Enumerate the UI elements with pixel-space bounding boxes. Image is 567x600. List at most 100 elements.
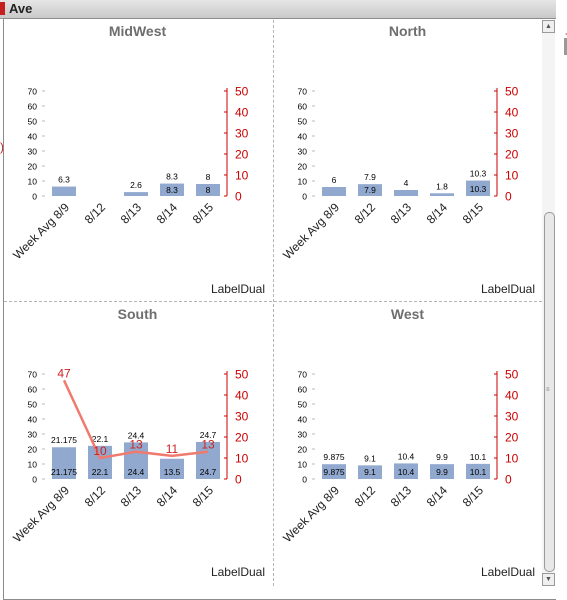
y-tick-label: 10	[298, 177, 308, 187]
x-tick-label: 8/13	[118, 200, 145, 227]
bar-value-label: 24.4	[128, 430, 145, 440]
bar-value-label: 6	[332, 175, 337, 185]
y-tick-label: 70	[298, 87, 308, 97]
bar	[466, 463, 490, 479]
window-titlebar[interactable]: Ave	[0, 0, 567, 19]
bar-value-label: 9.1	[364, 453, 376, 463]
x-tick-label: 8/15	[460, 483, 487, 510]
x-tick-label: 8/12	[352, 483, 379, 510]
bar	[124, 442, 148, 479]
bar-value-label: 10.4	[398, 451, 415, 461]
chart-title: West	[390, 306, 425, 322]
bar-inner-label: 10.1	[470, 467, 487, 477]
x-tick-label: Week Avg 8/9	[280, 483, 342, 545]
bar-inner-label: 9.875	[323, 467, 345, 477]
x-tick-label: Week Avg 8/9	[10, 200, 72, 262]
bar-value-label: 21.175	[51, 435, 77, 445]
y-tick-label: 20	[28, 162, 38, 172]
y2-tick-label: 40	[505, 106, 519, 120]
bar	[124, 192, 148, 196]
y2-tick-label: 0	[505, 473, 512, 487]
y-tick-label: 0	[302, 475, 307, 485]
bar	[358, 465, 382, 479]
y-tick-label: 30	[28, 147, 38, 157]
y2-tick-label: 10	[505, 452, 519, 466]
grip-icon: ≡	[546, 387, 550, 393]
bar-inner-label: 24.7	[200, 467, 217, 477]
y-tick-label: 70	[28, 87, 38, 97]
grid-divider-vertical	[273, 20, 274, 586]
chevron-up-icon[interactable]: ▲	[542, 20, 555, 33]
x-tick-label: 8/14	[154, 200, 181, 227]
y-tick-label: 60	[28, 102, 38, 112]
y-tick-label: 50	[28, 117, 38, 127]
x-tick-label: 8/15	[190, 200, 217, 227]
bar	[52, 447, 76, 479]
bar	[160, 458, 184, 479]
bar-value-label: 10.1	[470, 452, 487, 462]
bar-value-label: 10.3	[470, 169, 487, 179]
bar-value-label: 2.6	[130, 180, 142, 190]
x-tick-label: 8/15	[460, 200, 487, 227]
y-tick-label: 50	[298, 117, 308, 127]
bar-value-label: 7.9	[364, 172, 376, 182]
x-tick-label: 8/13	[118, 483, 145, 510]
y2-tick-label: 20	[505, 148, 519, 162]
bar-value-label: 1.8	[436, 181, 448, 191]
scrollbar-thumb[interactable]	[544, 212, 555, 572]
bar	[88, 445, 112, 479]
chart-title: MidWest	[108, 23, 167, 39]
y2-tick-label: 10	[235, 452, 249, 466]
y2-tick-label: 50	[505, 85, 519, 99]
bar-value-label: 8.3	[166, 172, 178, 182]
bar-value-label: 9.9	[436, 452, 448, 462]
divider	[564, 38, 567, 55]
y2-tick-label: 0	[235, 190, 242, 204]
chart-svg: 0 10 20 30 40 50 60 70 0 10 20 30 40 50 6.3 2.6 8.3 8.3 8 8…	[10, 85, 249, 263]
left-edge-fragment: )	[0, 140, 4, 154]
right-edge-fragment: -	[556, 0, 567, 600]
y-tick-label: 50	[28, 400, 38, 410]
app-icon	[0, 2, 5, 15]
y2-tick-label: 20	[505, 431, 519, 445]
bar	[466, 180, 490, 196]
bar-inner-label: 13.5	[164, 467, 181, 477]
bar-value-label: 22.1	[92, 434, 109, 444]
bar-value-label: 9.875	[323, 452, 345, 462]
chevron-down-icon[interactable]: ▼	[542, 573, 555, 586]
bar	[196, 184, 220, 196]
y-tick-label: 40	[298, 415, 308, 425]
bar-inner-label: 7.9	[364, 185, 376, 195]
x-tick-label: 8/14	[424, 483, 451, 510]
y2-tick-label: 40	[235, 389, 249, 403]
y-tick-label: 0	[302, 192, 307, 202]
y-tick-label: 40	[28, 132, 38, 142]
dimension-label: LabelDual	[210, 282, 265, 296]
chart-title: South	[117, 306, 158, 322]
window-title: Ave	[9, 1, 33, 16]
y-tick-label: 40	[28, 415, 38, 425]
bar-inner-label: 22.1	[92, 467, 109, 477]
bar-inner-label: 21.175	[51, 467, 77, 477]
bar	[430, 464, 454, 479]
x-tick-label: 8/12	[352, 200, 379, 227]
y2-tick-label: 30	[235, 410, 249, 424]
y-tick-label: 60	[298, 102, 308, 112]
bar-value-label: 8	[206, 172, 211, 182]
bar-inner-label: 10.3	[470, 184, 487, 194]
x-tick-label: 8/14	[424, 200, 451, 227]
y2-tick-label: 10	[235, 169, 249, 183]
x-tick-label: 8/14	[154, 483, 181, 510]
line-value-label: 11	[166, 442, 179, 456]
y2-tick-label: 0	[235, 473, 242, 487]
chart-panel-midwest: MidWest 0 10 20 30 40 50 60 70 0 10 20 30 40 50 6.3 2.6…	[4, 19, 271, 302]
chart-svg: 0 10 20 30 40 50 60 70 0 10 20 30 40 50 21.175 21.175 22…	[10, 366, 249, 545]
bar	[322, 187, 346, 196]
x-tick-label: Week Avg 8/9	[280, 200, 342, 262]
x-tick-label: 8/15	[190, 483, 217, 510]
y-tick-label: 20	[298, 445, 308, 455]
y2-tick-label: 50	[235, 368, 249, 382]
chart-title: North	[388, 23, 427, 39]
y2-tick-label: 40	[235, 106, 249, 120]
x-tick-label: 8/12	[82, 200, 109, 227]
